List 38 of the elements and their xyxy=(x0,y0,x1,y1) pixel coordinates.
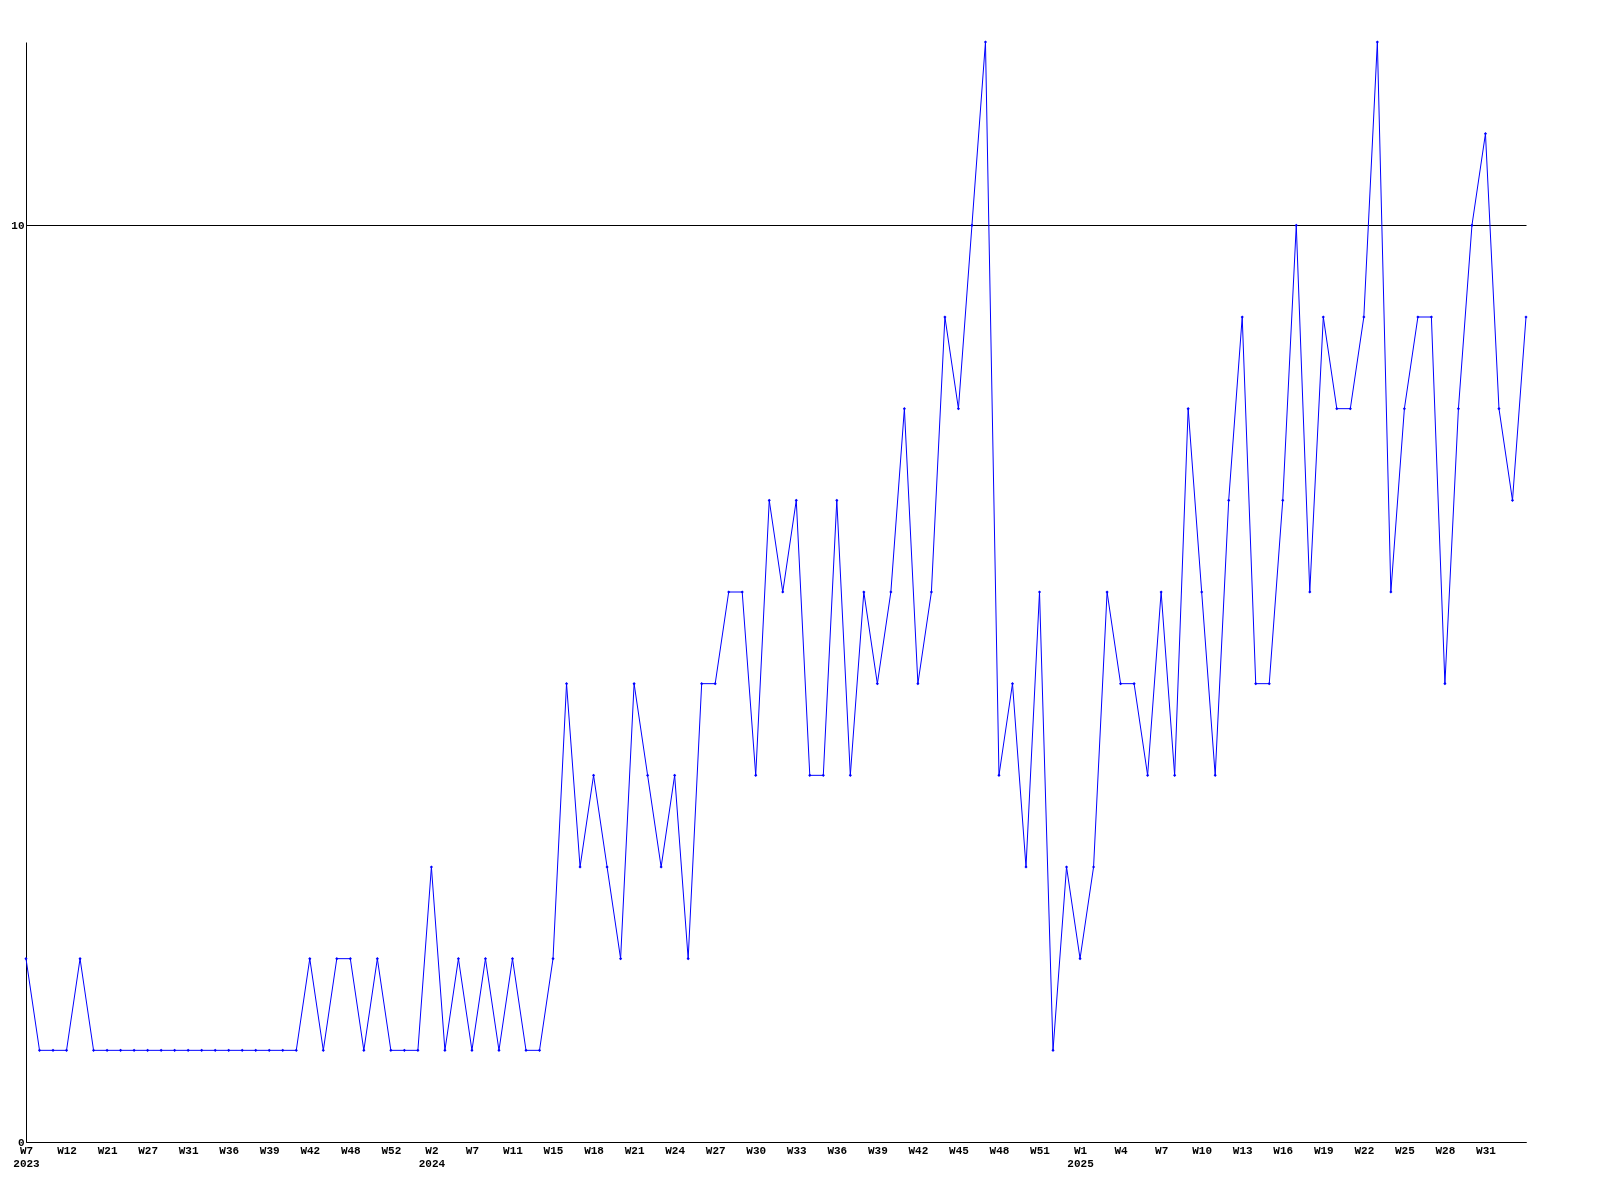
x-tick-label: W36 xyxy=(827,1144,848,1157)
x-tick-label: W18 xyxy=(584,1144,605,1157)
x-tick-label: W39 xyxy=(867,1144,888,1157)
x-tick-label: W45 xyxy=(949,1144,970,1157)
x-tick-label: W27 xyxy=(138,1144,159,1157)
x-tick-label: W39 xyxy=(259,1144,280,1157)
x-tick-label: W27 xyxy=(705,1144,726,1157)
x-tick-label: W7 xyxy=(465,1144,480,1157)
x-tick-label: W13 xyxy=(1232,1144,1254,1157)
x-tick-label: W7 xyxy=(1155,1144,1169,1157)
x-tick-label: W1 2025 xyxy=(1067,1144,1095,1170)
x-tick-label: W12 xyxy=(57,1144,77,1157)
x-tick-label: W48 xyxy=(340,1144,362,1157)
y-tick-label: 10 xyxy=(11,219,25,232)
x-tick-label: W31 xyxy=(178,1144,199,1157)
x-tick-label: W30 xyxy=(746,1144,767,1157)
x-tick-label: W42 xyxy=(908,1144,929,1157)
x-tick-label: W33 xyxy=(786,1144,808,1157)
x-tick-label: W16 xyxy=(1273,1144,1294,1157)
x-tick-label: W4 xyxy=(1114,1144,1129,1157)
x-tick-label: W7 2023 xyxy=(13,1144,41,1170)
x-tick-label: W21 xyxy=(97,1144,118,1157)
x-tick-label: W28 xyxy=(1435,1144,1456,1157)
x-tick-label: W19 xyxy=(1313,1144,1334,1157)
x-tick-label: W48 xyxy=(989,1144,1010,1157)
x-tick-label: W31 xyxy=(1476,1144,1497,1157)
x-tick-label: W52 xyxy=(381,1144,402,1157)
x-tick-label: W22 xyxy=(1354,1144,1375,1157)
x-tick-label: W11 xyxy=(503,1144,524,1157)
x-tick-label: W2 2024 xyxy=(418,1144,446,1170)
x-tick-label: W15 xyxy=(543,1144,564,1157)
x-tick-label: W36 xyxy=(219,1144,240,1157)
x-tick-label: W25 xyxy=(1394,1144,1416,1157)
x-tick-label: W42 xyxy=(300,1144,321,1157)
x-tick-label: W24 xyxy=(665,1144,686,1157)
x-tick-label: W10 xyxy=(1192,1144,1213,1157)
x-tick-label: W21 xyxy=(624,1144,645,1157)
x-tick-label: W51 xyxy=(1030,1144,1051,1157)
